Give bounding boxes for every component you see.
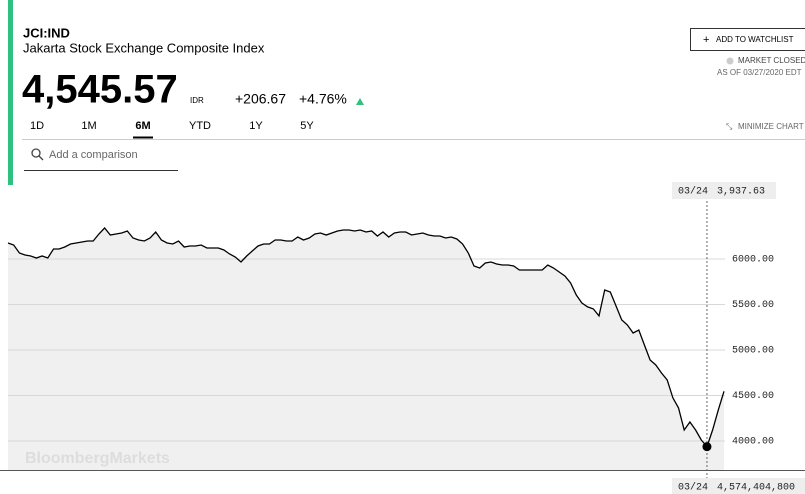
crosshair-date: 03/24: [678, 186, 708, 198]
range-button[interactable]: 5Y: [300, 120, 314, 132]
crosshair-box: [672, 182, 776, 199]
search-icon: [38, 155, 44, 161]
ticker: JCI:IND: [23, 25, 70, 40]
comparison-input[interactable]: Add a comparison: [49, 149, 138, 161]
currency: IDR: [190, 96, 204, 105]
price-line: [7, 227, 725, 448]
as-of: AS OF 03/27/2020 EDT: [717, 68, 802, 77]
crosshair-point: [702, 442, 712, 452]
range-button[interactable]: 6M: [135, 120, 150, 132]
watchlist-button[interactable]: [690, 28, 805, 51]
range-button[interactable]: YTD: [189, 120, 211, 132]
range-button[interactable]: 1D: [30, 120, 44, 132]
up-arrow: [356, 98, 364, 105]
range-button[interactable]: 1M: [81, 120, 96, 132]
area: [8, 228, 724, 470]
plus: +: [703, 34, 709, 46]
watermark: BloombergMarkets: [25, 450, 170, 467]
volume-box: [672, 478, 805, 494]
market-status: MARKET CLOSED: [738, 56, 805, 65]
y-tick-label: 4000.00: [732, 437, 774, 448]
minimize-chart[interactable]: MINIMIZE CHART: [738, 122, 804, 131]
y-tick-label: 5500.00: [732, 300, 774, 311]
watchlist-label[interactable]: ADD TO WATCHLIST: [716, 35, 794, 44]
y-tick-label: 6000.00: [732, 255, 774, 266]
range-button[interactable]: 1Y: [249, 120, 263, 132]
volume-date: 03/24: [678, 482, 708, 494]
search-icon: [31, 148, 41, 158]
minimize-icon: ⤡: [726, 122, 733, 131]
y-tick-label: 4500.00: [732, 391, 774, 402]
y-tick-label: 5000.00: [732, 346, 774, 357]
volume-value: 4,574,404,800: [717, 483, 795, 494]
crosshair-value: 3,937.63: [717, 187, 765, 198]
change-pct: +4.76%: [299, 91, 347, 107]
change: +206.67: [235, 91, 286, 107]
price: 4,545.57: [22, 68, 178, 112]
index-name: Jakarta Stock Exchange Composite Index: [23, 40, 265, 55]
status-dot: [726, 57, 734, 65]
